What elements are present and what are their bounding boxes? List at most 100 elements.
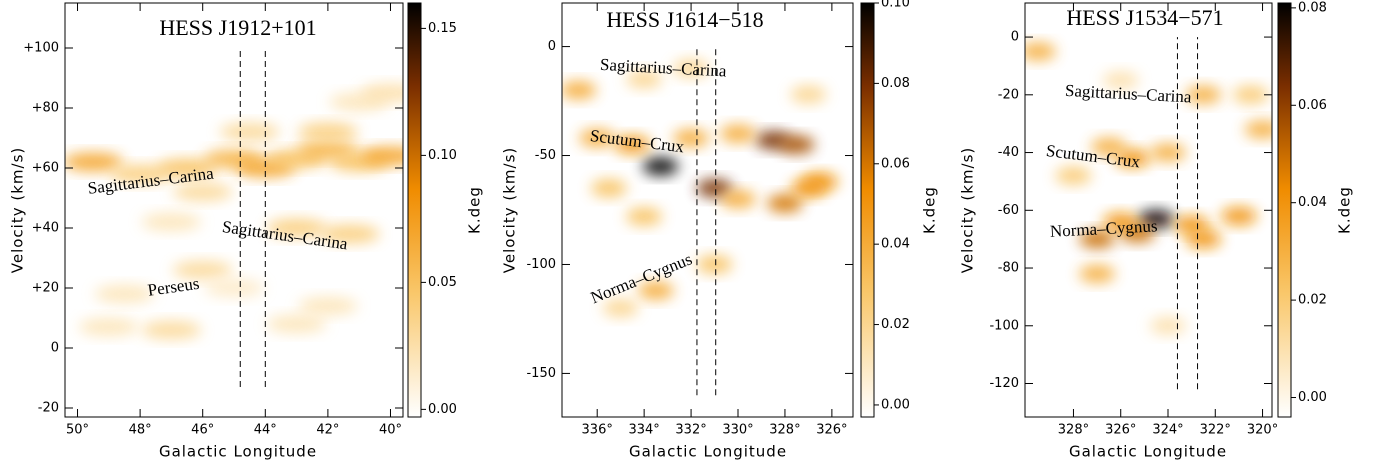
emission-cell	[1185, 85, 1222, 104]
emission-cell	[696, 255, 733, 274]
x-tick-label: 48°	[129, 423, 152, 438]
colorbar-tick-label: 0.00	[428, 402, 457, 417]
x-tick-label: 336°	[582, 423, 613, 438]
emission-cell	[778, 135, 815, 154]
emission-cell	[1220, 207, 1257, 226]
emission-cell	[720, 190, 757, 209]
x-tick-label: 50°	[66, 423, 89, 438]
emission-cell	[790, 179, 827, 198]
x-tick-label: 322°	[1200, 423, 1231, 438]
x-tick-label: 46°	[191, 423, 214, 438]
colorbar-tick-label: 0.04	[1298, 195, 1327, 210]
colorbar-tick-label: 0.08	[881, 76, 910, 91]
emission-cell	[1244, 120, 1272, 139]
colorbar-tick-label: 0.02	[1298, 293, 1327, 308]
emission-cell	[579, 129, 616, 148]
colorbar-tick-label: 0.04	[881, 237, 910, 252]
y-tick-label: 0	[548, 39, 556, 54]
arm-annotation: Perseus	[146, 274, 200, 300]
y-tick-label: -50	[535, 148, 556, 163]
emission-cell	[266, 315, 327, 333]
chart-title: HESS J1912+101	[159, 15, 316, 40]
colorbar-label: K.deg	[921, 186, 939, 234]
emission-cell	[1102, 212, 1139, 231]
x-tick-label: 328°	[1058, 423, 1089, 438]
emission-cell	[1173, 215, 1210, 234]
emission-cell	[626, 70, 663, 89]
chart-title: HESS J1614−518	[606, 7, 763, 32]
emission-cell	[590, 179, 627, 198]
colorbar-tick-label: 0.00	[881, 397, 910, 412]
emission-map	[1025, 42, 1272, 335]
colorbar	[1277, 2, 1292, 418]
y-tick-label: -100	[526, 257, 556, 272]
emission-cell	[297, 123, 358, 141]
x-tick-label: 324°	[1152, 423, 1183, 438]
emission-cell	[673, 59, 710, 78]
x-tick-label: 320°	[1247, 423, 1278, 438]
emission-cell	[562, 81, 597, 100]
colorbar-label: K.deg	[466, 186, 484, 234]
emission-cell	[204, 279, 264, 297]
emission-cell	[1232, 85, 1269, 104]
colorbar-tick-label: 0.10	[881, 0, 910, 11]
emission-cell	[219, 123, 280, 141]
emission-cell	[766, 194, 803, 213]
y-axis-label: Velocity (km/s)	[9, 147, 27, 273]
y-tick-label: +40	[32, 221, 59, 236]
x-tick-label: 326°	[816, 423, 847, 438]
y-axis-label: Velocity (km/s)	[501, 147, 519, 273]
x-tick-label: 44°	[254, 423, 277, 438]
emission-cell	[1055, 166, 1092, 185]
emission-cell	[157, 159, 218, 177]
y-tick-label: -40	[998, 145, 1019, 160]
arm-annotation: Norma–Cygnus	[588, 249, 695, 307]
y-tick-label: -100	[989, 318, 1019, 333]
emission-cell	[637, 281, 674, 300]
emission-cell	[141, 321, 202, 339]
emission-cell	[1090, 137, 1127, 156]
x-tick-label: 334°	[628, 423, 659, 438]
emission-cell	[1150, 316, 1186, 335]
y-tick-label: -150	[526, 366, 556, 381]
colorbar	[860, 2, 875, 418]
y-tick-label: -80	[998, 261, 1019, 276]
y-tick-label: +60	[32, 161, 59, 176]
colorbar-tick-label: 0.00	[1298, 390, 1327, 405]
y-tick-label: 0	[1011, 30, 1019, 45]
colorbar-tick-label: 0.08	[1298, 0, 1327, 15]
emission-cell	[696, 179, 733, 198]
y-tick-label: -120	[989, 376, 1019, 391]
emission-cell	[110, 165, 171, 183]
emission-cell	[360, 147, 403, 165]
emission-cell	[78, 318, 139, 336]
x-tick-label: 330°	[722, 423, 753, 438]
emission-cell	[626, 207, 663, 226]
emission-map	[562, 59, 839, 318]
emission-cell	[141, 213, 202, 231]
emission-cell	[614, 135, 651, 154]
x-tick-label: 332°	[675, 423, 706, 438]
y-tick-label: -20	[38, 401, 59, 416]
colorbar-tick-label: 0.05	[428, 275, 457, 290]
y-tick-label: +20	[32, 281, 59, 296]
emission-cell	[1025, 42, 1056, 61]
arm-annotation: Sagittarius–Carina	[600, 55, 728, 81]
emission-cell	[642, 157, 679, 176]
emission-cell	[790, 85, 827, 104]
chart-title: HESS J1534−571	[1066, 5, 1223, 30]
emission-cell	[1150, 143, 1186, 162]
emission-cell	[94, 285, 155, 303]
colorbar-tick-label: 0.02	[881, 317, 910, 332]
emission-cell	[319, 225, 380, 243]
colorbar-label: K.deg	[1336, 186, 1354, 234]
arm-annotation: Sagittarius–Carina	[1065, 81, 1193, 107]
emission-cell	[1114, 149, 1151, 168]
x-tick-label: 328°	[769, 423, 800, 438]
emission-cell	[172, 183, 233, 201]
emission-cell	[1102, 71, 1139, 90]
x-axis-label: Galactic Longitude	[629, 443, 787, 461]
x-axis-label: Galactic Longitude	[159, 443, 317, 461]
colorbar-tick-label: 0.06	[1298, 98, 1327, 113]
